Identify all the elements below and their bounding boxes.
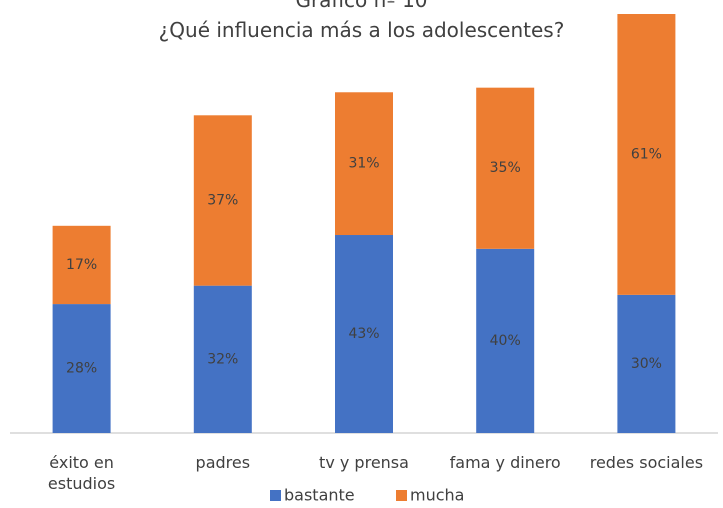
bar-segment (617, 14, 676, 295)
data-label: 17% (66, 257, 97, 273)
data-label: 40% (490, 333, 521, 349)
x-tick-label: padres (195, 453, 251, 472)
x-tick-label: fama y dinero (449, 453, 561, 472)
bar-segment (335, 92, 393, 236)
x-tick-label: tv y prensa (319, 453, 409, 472)
legend-label: bastante (284, 486, 355, 505)
legend-swatch (270, 490, 281, 501)
legend-swatch (396, 490, 407, 501)
data-label: 30% (631, 356, 662, 372)
data-label: 32% (207, 351, 238, 367)
bar-segment (52, 304, 111, 433)
data-label: 28% (66, 361, 97, 377)
bar-segment (476, 87, 535, 249)
bar-segment (335, 235, 393, 433)
data-label: 43% (348, 326, 379, 342)
x-tick-label: redes sociales (589, 453, 704, 472)
x-tick-label: éxito en estudios (47, 453, 116, 493)
data-label: 37% (207, 192, 238, 208)
bar-segment (193, 285, 252, 433)
chart-title: Gráfico nº 10 (295, 0, 428, 12)
legend-label: mucha (410, 486, 464, 505)
bar-segment (617, 294, 676, 433)
bar-segment (52, 225, 111, 305)
data-label: 31% (348, 156, 379, 172)
bar-segment (193, 115, 252, 286)
bar-segment (476, 248, 535, 433)
data-label: 35% (490, 160, 521, 176)
chart-subtitle: ¿Qué influencia más a los adolescentes? (158, 18, 565, 42)
data-label: 61% (631, 146, 662, 162)
